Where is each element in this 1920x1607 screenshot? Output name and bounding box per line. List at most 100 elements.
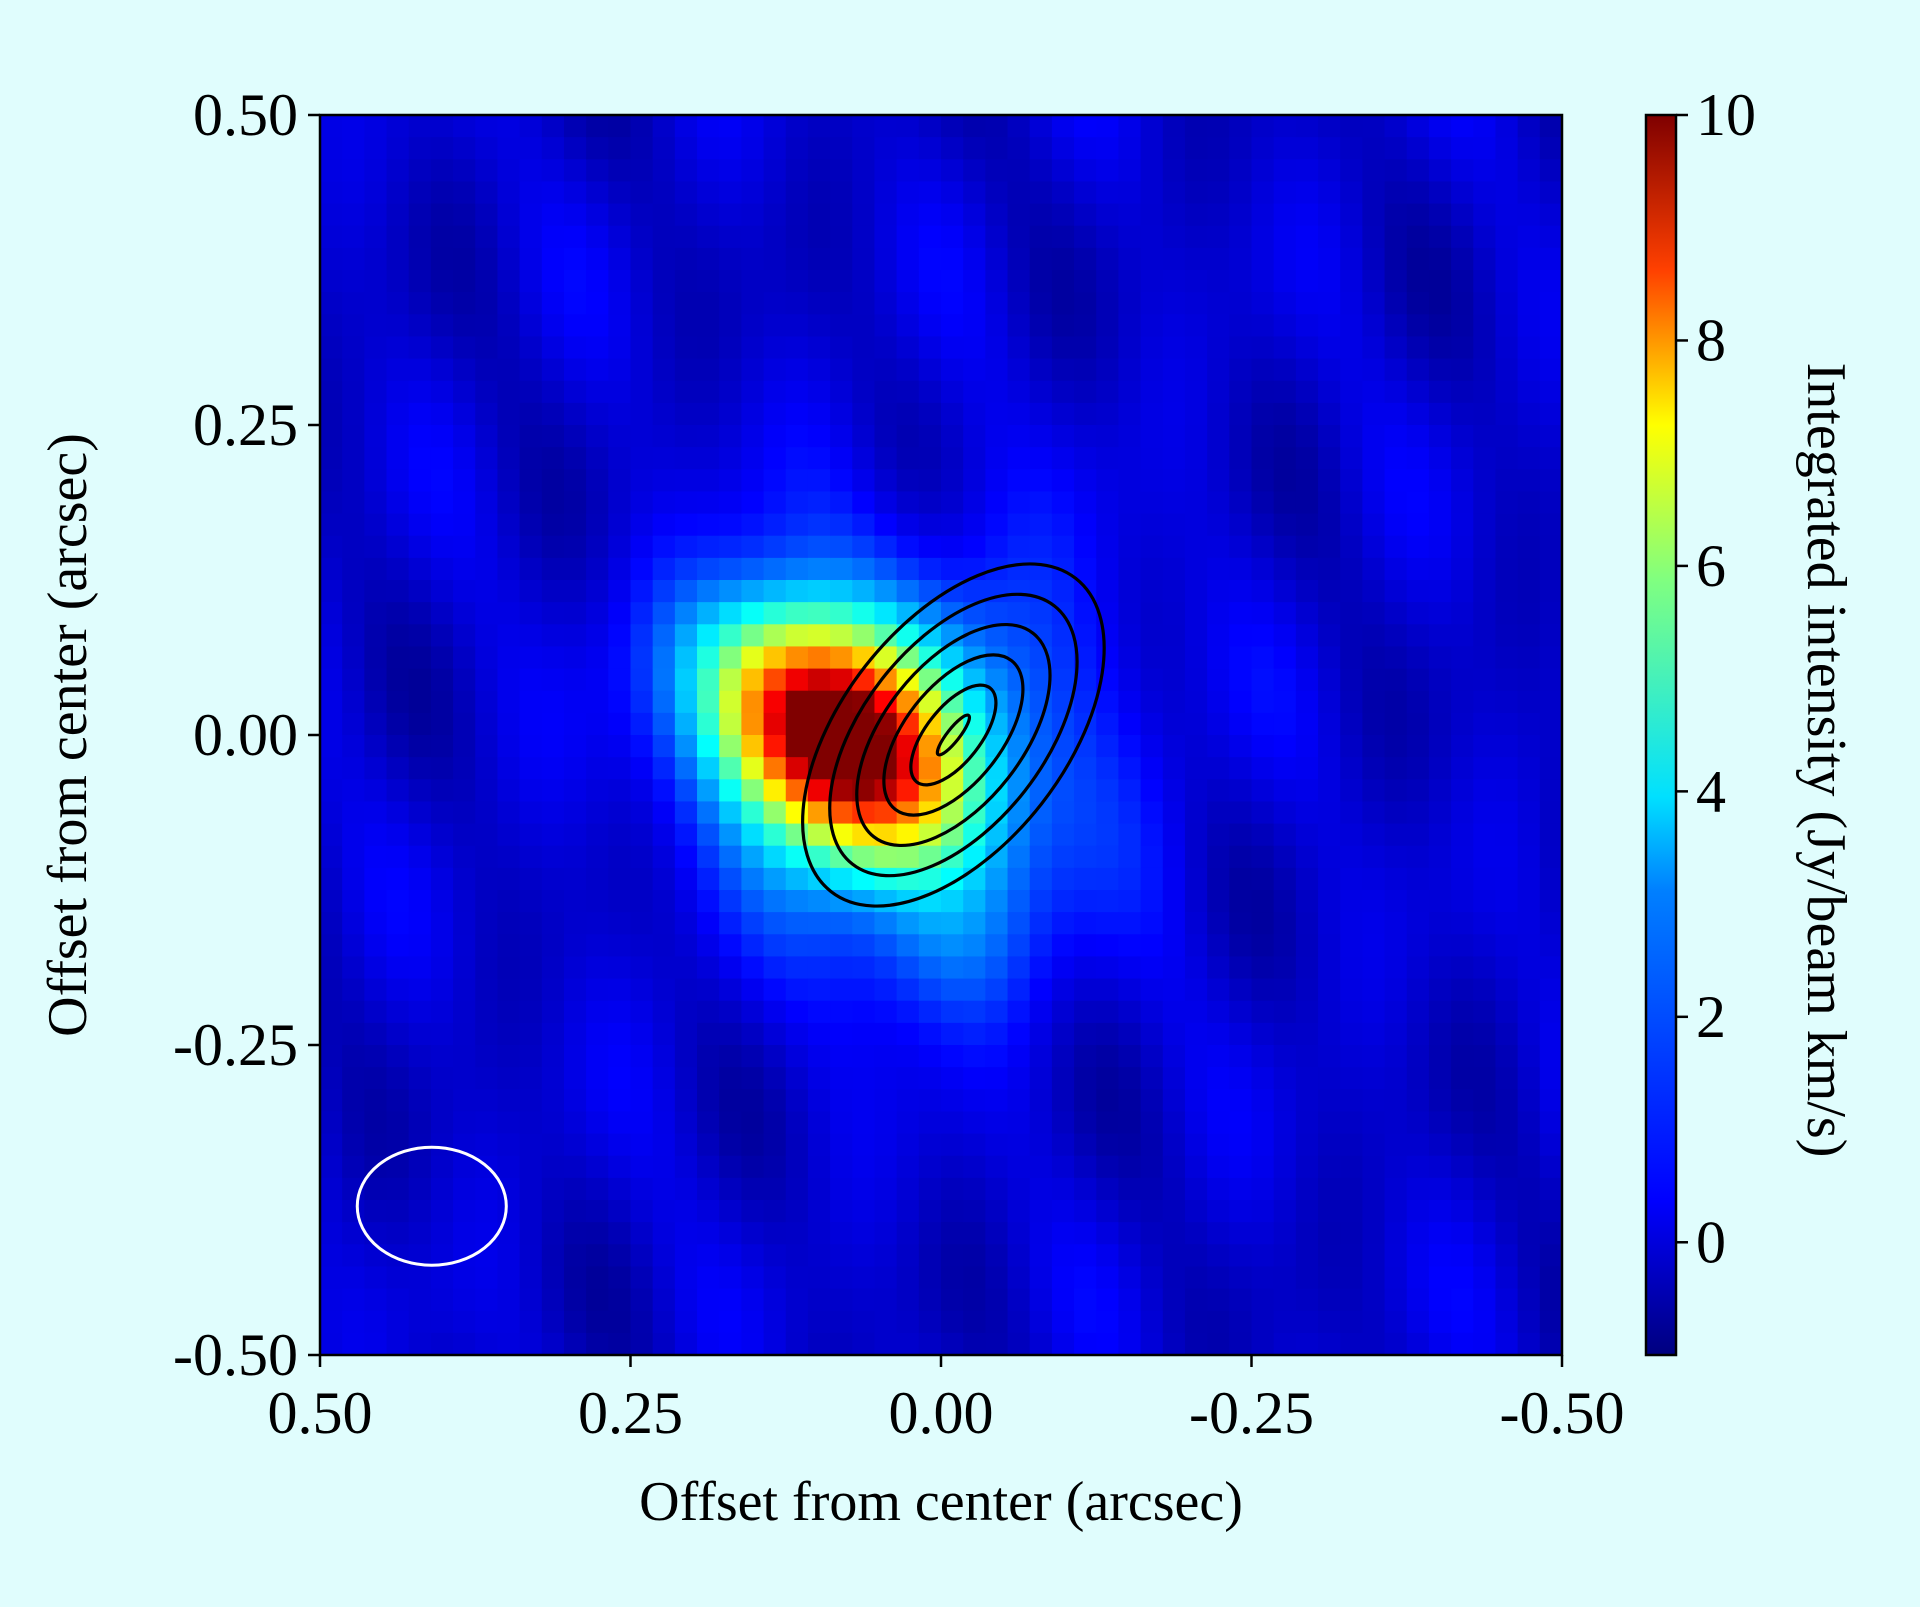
heatmap-cell <box>763 1200 787 1223</box>
heatmap-cell <box>1362 137 1386 160</box>
heatmap-cell <box>1451 1266 1474 1290</box>
heatmap-cell <box>1318 1288 1341 1312</box>
heatmap-cell <box>519 159 543 183</box>
heatmap-cell <box>697 845 720 869</box>
heatmap-cell <box>697 115 720 138</box>
heatmap-cell <box>1184 557 1208 581</box>
heatmap-cell <box>364 513 388 537</box>
heatmap-cell <box>963 912 986 935</box>
heatmap-cell <box>741 425 765 448</box>
heatmap-cell <box>386 425 410 448</box>
heatmap-cell <box>1473 779 1497 803</box>
heatmap-cell <box>785 934 809 958</box>
heatmap-cell <box>896 845 920 869</box>
heatmap-cell <box>674 1155 698 1179</box>
heatmap-cell <box>519 712 543 736</box>
heatmap-cell <box>1229 646 1253 670</box>
heatmap-cell <box>342 513 365 537</box>
heatmap-cell <box>1184 712 1208 736</box>
heatmap-cell <box>852 247 876 271</box>
heatmap-cell <box>430 1288 454 1312</box>
heatmap-cell <box>408 491 432 515</box>
heatmap-cell <box>453 425 476 448</box>
heatmap-cell <box>364 779 388 803</box>
heatmap-cell <box>541 469 565 493</box>
heatmap-cell <box>1362 270 1386 293</box>
heatmap-cell <box>896 1177 920 1201</box>
heatmap-cell <box>763 1133 787 1157</box>
heatmap-cell <box>1428 801 1452 825</box>
heatmap-cell <box>608 1155 632 1179</box>
heatmap-cell <box>785 580 809 603</box>
heatmap-cell <box>541 1177 565 1201</box>
heatmap-cell <box>918 137 942 160</box>
heatmap-cell <box>1406 447 1430 470</box>
heatmap-cell <box>475 469 499 493</box>
heatmap-cell <box>1251 336 1275 360</box>
heatmap-cell <box>1362 668 1386 692</box>
heatmap-cell <box>807 1089 831 1113</box>
heatmap-cell <box>1229 181 1253 205</box>
heatmap-cell <box>586 137 609 160</box>
heatmap-cell <box>608 978 632 1002</box>
heatmap-cell <box>918 1045 942 1068</box>
heatmap-cell <box>763 380 787 404</box>
heatmap-cell <box>1251 469 1275 493</box>
heatmap-cell <box>1517 358 1541 382</box>
heatmap-cell <box>1007 890 1031 913</box>
heatmap-cell <box>1406 1177 1430 1201</box>
heatmap-cell <box>408 1089 432 1113</box>
heatmap-cell <box>408 1288 432 1312</box>
heatmap-cell <box>785 380 809 404</box>
heatmap-cell <box>1428 247 1452 271</box>
heatmap-cell <box>475 1177 499 1201</box>
heatmap-cell <box>1340 247 1363 271</box>
heatmap-cell <box>741 779 765 803</box>
heatmap-cell <box>1096 491 1120 515</box>
heatmap-cell <box>1495 270 1519 293</box>
heatmap-cell <box>563 1067 587 1090</box>
heatmap-cell <box>741 934 765 958</box>
heatmap-cell <box>852 912 876 935</box>
heatmap-cell <box>719 203 742 227</box>
heatmap-cell <box>608 1177 632 1201</box>
heatmap-cell <box>1051 292 1075 315</box>
heatmap-cell <box>896 1332 920 1355</box>
heatmap-cell <box>475 225 499 249</box>
heatmap-cell <box>697 1244 720 1268</box>
heatmap-cell <box>1428 513 1452 537</box>
heatmap-cell <box>586 1177 609 1201</box>
heatmap-cell <box>1362 735 1386 758</box>
heatmap-cell <box>519 1266 543 1290</box>
heatmap-cell <box>1384 1155 1408 1179</box>
heatmap-cell <box>830 1000 853 1024</box>
heatmap-cell <box>1318 890 1341 913</box>
heatmap-cell <box>1473 690 1497 714</box>
heatmap-cell <box>1517 624 1541 648</box>
heatmap-cell <box>807 1133 831 1157</box>
x-tick-label: -0.25 <box>1189 1380 1314 1446</box>
heatmap-cell <box>519 115 543 138</box>
heatmap-cell <box>453 867 476 891</box>
heatmap-cell <box>1029 735 1053 758</box>
heatmap-cell <box>941 690 964 714</box>
heatmap-cell <box>697 580 720 603</box>
heatmap-cell <box>364 1133 388 1157</box>
heatmap-cell <box>1495 845 1519 869</box>
heatmap-cell <box>1184 1133 1208 1157</box>
heatmap-cell <box>1207 690 1230 714</box>
heatmap-cell <box>1295 447 1319 470</box>
heatmap-cell <box>430 358 454 382</box>
heatmap-cell <box>1406 1045 1430 1068</box>
heatmap-cell <box>1140 602 1164 625</box>
heatmap-cell <box>1539 380 1562 404</box>
heatmap-cell <box>364 247 388 271</box>
heatmap-cell <box>719 890 742 913</box>
heatmap-cell <box>1362 1133 1386 1157</box>
heatmap-cell <box>475 845 499 869</box>
heatmap-cell <box>519 1288 543 1312</box>
heatmap-cell <box>1473 801 1497 825</box>
heatmap-cell <box>674 580 698 603</box>
heatmap-cell <box>1251 270 1275 293</box>
heatmap-cell <box>1517 1155 1541 1179</box>
